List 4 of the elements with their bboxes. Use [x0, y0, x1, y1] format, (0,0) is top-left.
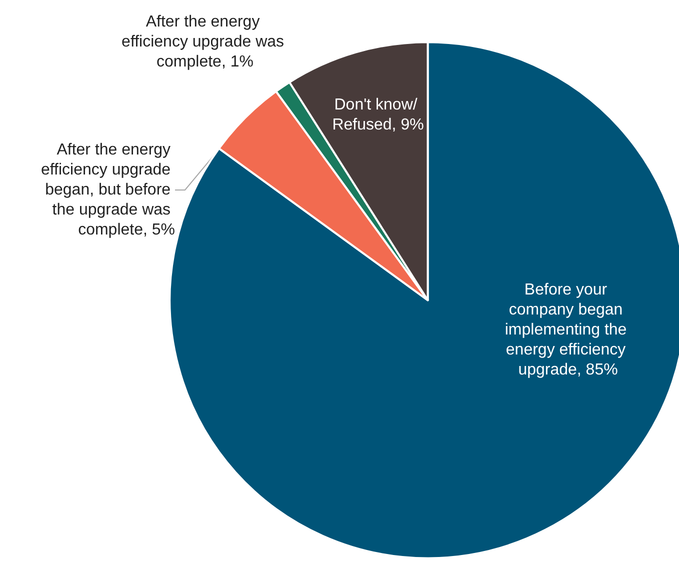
- slice-label: After the energy efficiency upgrade began, but before the upgrade was complete, 5%: [40, 142, 175, 238]
- slice-label: After the energy efficiency upgrade was complete, 1%: [122, 14, 288, 70]
- slice-label: Don't know/ Refused, 9%: [332, 96, 424, 134]
- slice-label: Before your company began implementing the energy efficiency upgrade, 85%: [504, 282, 632, 378]
